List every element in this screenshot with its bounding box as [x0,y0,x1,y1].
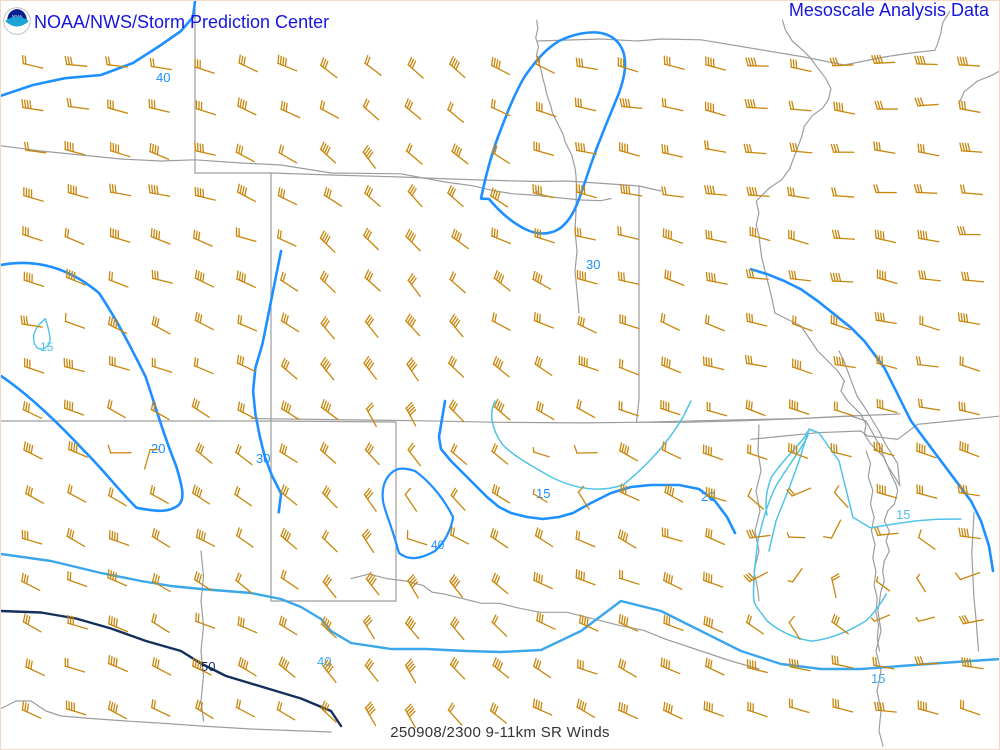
svg-text:20: 20 [151,441,165,456]
svg-text:30: 30 [256,451,270,466]
svg-text:15: 15 [871,671,885,686]
svg-text:40: 40 [156,70,170,85]
svg-text:15: 15 [536,486,550,501]
svg-text:15: 15 [40,340,54,354]
svg-text:40: 40 [431,538,445,552]
svg-text:30: 30 [586,257,600,272]
svg-text:15: 15 [896,507,910,522]
